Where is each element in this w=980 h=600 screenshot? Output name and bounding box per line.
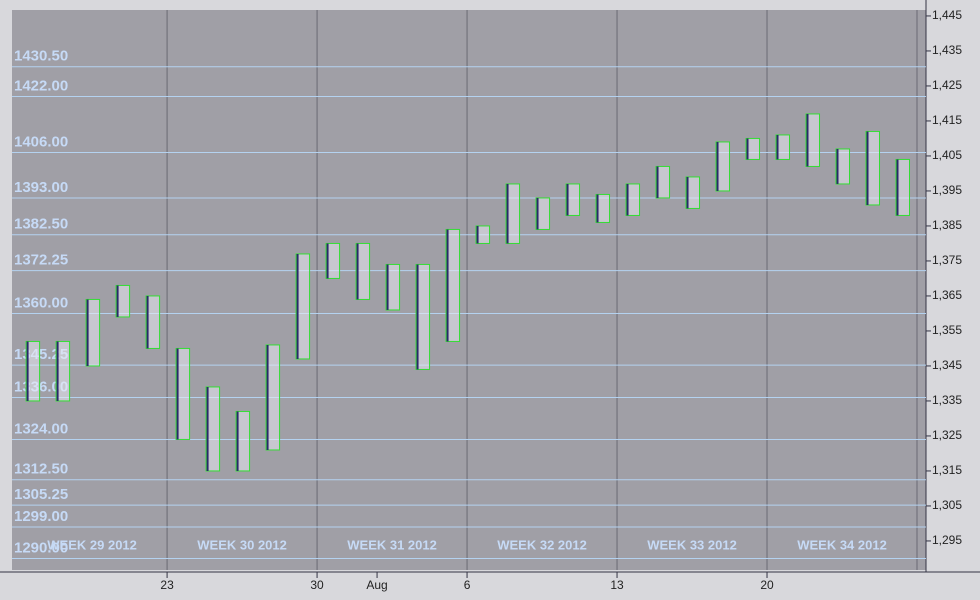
level-label: 1312.50 — [14, 461, 68, 478]
week-label: WEEK 30 2012 — [197, 537, 287, 552]
week-label: WEEK 29 2012 — [47, 537, 137, 552]
day-profile — [685, 176, 701, 209]
y-tick-label: 1,305 — [932, 498, 962, 512]
week-label: WEEK 31 2012 — [347, 537, 437, 552]
y-tick-label: 1,365 — [932, 288, 962, 302]
day-profile — [775, 134, 791, 160]
day-profile — [295, 253, 311, 360]
day-profile — [445, 228, 461, 342]
y-tick-label: 1,335 — [932, 393, 962, 407]
level-label: 1406.00 — [14, 133, 68, 150]
x-tick-label: 6 — [464, 578, 471, 592]
level-label: 1290.00 — [14, 539, 68, 556]
day-profile — [25, 340, 41, 402]
level-label: 1382.50 — [14, 216, 68, 233]
day-profile — [175, 347, 191, 440]
y-tick-label: 1,385 — [932, 218, 962, 232]
y-tick-label: 1,395 — [932, 183, 962, 197]
day-profile — [565, 183, 581, 216]
level-label: 1422.00 — [14, 77, 68, 94]
week-label: WEEK 34 2012 — [797, 537, 887, 552]
week-label: WEEK 32 2012 — [497, 537, 587, 552]
day-profile — [535, 197, 551, 230]
week-label: WEEK 33 2012 — [647, 537, 737, 552]
day-profile — [835, 148, 851, 185]
day-profile — [655, 165, 671, 199]
y-tick-label: 1,355 — [932, 323, 962, 337]
day-profile — [385, 263, 401, 311]
y-tick-label: 1,435 — [932, 43, 962, 57]
x-tick-label: 30 — [310, 578, 324, 592]
day-profile — [55, 340, 71, 402]
x-tick-label: Aug — [366, 578, 387, 592]
day-profile — [715, 141, 731, 192]
level-label: 1299.00 — [14, 508, 68, 525]
day-profile — [745, 137, 761, 160]
y-tick-label: 1,425 — [932, 78, 962, 92]
day-profile — [625, 183, 641, 216]
day-profile — [205, 386, 221, 472]
day-profile — [805, 113, 821, 167]
y-tick-label: 1,375 — [932, 253, 962, 267]
day-profile — [325, 242, 341, 279]
level-label: 1324.00 — [14, 420, 68, 437]
day-profile — [415, 263, 431, 370]
y-tick-label: 1,315 — [932, 463, 962, 477]
day-profile — [355, 242, 371, 300]
day-profile — [865, 130, 881, 206]
y-tick-label: 1,295 — [932, 533, 962, 547]
day-profile — [595, 193, 611, 223]
x-tick-label: 13 — [610, 578, 624, 592]
day-profile — [145, 295, 161, 349]
x-tick-label: 20 — [760, 578, 774, 592]
y-tick-label: 1,405 — [932, 148, 962, 162]
day-profile — [895, 158, 911, 216]
day-profile — [85, 298, 101, 367]
level-label: 1372.25 — [14, 252, 68, 269]
day-profile — [235, 410, 251, 472]
day-profile — [505, 183, 521, 244]
day-profile — [265, 344, 281, 451]
level-label: 1430.50 — [14, 48, 68, 65]
y-tick-label: 1,325 — [932, 428, 962, 442]
day-profile — [475, 225, 491, 244]
level-label: 1360.00 — [14, 294, 68, 311]
level-label: 1305.25 — [14, 486, 68, 503]
x-tick-label: 23 — [160, 578, 174, 592]
y-tick-label: 1,445 — [932, 8, 962, 22]
plot-area — [12, 10, 926, 570]
level-label: 1393.00 — [14, 179, 68, 196]
y-tick-label: 1,345 — [932, 358, 962, 372]
day-profile — [115, 284, 131, 318]
y-tick-label: 1,415 — [932, 113, 962, 127]
